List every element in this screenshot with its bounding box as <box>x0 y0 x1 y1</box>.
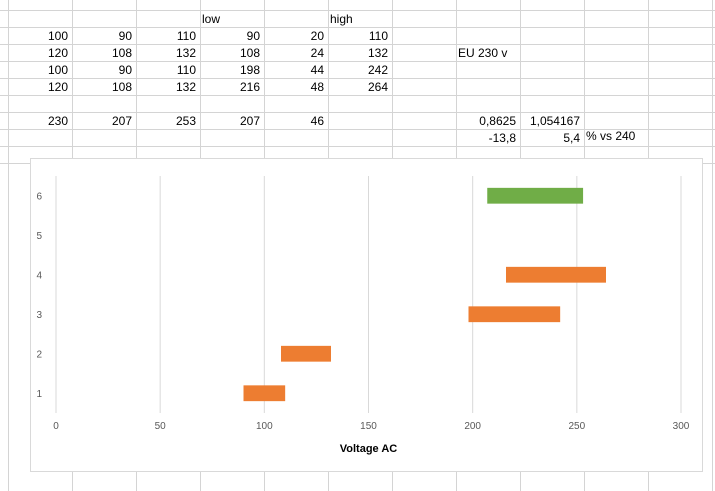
x-axis-title: Voltage AC <box>340 443 398 455</box>
y-tick-label: 5 <box>36 231 42 242</box>
data-cell: 110 <box>176 29 196 43</box>
x-tick-label: 250 <box>568 421 585 432</box>
data-cell: 24 <box>310 46 324 60</box>
x-tick-label: 50 <box>155 421 167 432</box>
data-cell: 108 <box>111 80 132 94</box>
y-tick-label: 1 <box>36 389 42 400</box>
data-cell: 5,4 <box>563 131 580 145</box>
x-tick-label: 200 <box>464 421 481 432</box>
data-cell: 120 <box>47 46 68 60</box>
data-cell: 44 <box>310 63 324 77</box>
data-cell: 264 <box>367 80 388 94</box>
data-cell: 207 <box>239 114 260 128</box>
bar-3 <box>468 306 561 323</box>
x-tick-label: 150 <box>360 421 377 432</box>
data-cell: EU 230 v <box>458 46 508 60</box>
data-cell: 132 <box>367 46 388 60</box>
bar-2 <box>281 345 331 362</box>
bar-chart: 0 50 100 150 200 250 300 1 2 3 4 5 6 Voltage AC <box>36 176 690 455</box>
data-cell: 100 <box>47 29 68 43</box>
data-cell: 120 <box>47 80 68 94</box>
data-cell: 110 <box>176 63 196 77</box>
bar-6 <box>487 187 584 204</box>
y-tick-label: 4 <box>36 270 42 281</box>
x-tick-label: 300 <box>673 421 690 432</box>
data-cell: 90 <box>118 63 132 77</box>
data-cell: 48 <box>310 80 324 94</box>
x-tick-label: 100 <box>256 421 273 432</box>
x-tick-label: 0 <box>53 421 59 432</box>
data-cell: 46 <box>310 114 324 128</box>
y-tick-label: 6 <box>36 191 42 202</box>
data-cell: 108 <box>239 46 260 60</box>
header-cell: high <box>330 12 353 26</box>
data-cell: 230 <box>47 114 68 128</box>
percent-note: % vs 240 <box>586 129 636 143</box>
data-cell: 108 <box>111 46 132 60</box>
header-cell: low <box>202 12 221 26</box>
data-cell: 90 <box>118 29 132 43</box>
data-cell: 253 <box>175 114 196 128</box>
data-cell: 20 <box>310 29 324 43</box>
data-cell: 0,8625 <box>479 114 516 128</box>
data-cell: 207 <box>111 114 132 128</box>
data-cell: 90 <box>246 29 260 43</box>
data-cell: 100 <box>47 63 68 77</box>
data-cell: 110 <box>368 29 388 43</box>
data-cell: 242 <box>367 63 388 77</box>
data-cell: 132 <box>175 80 196 94</box>
data-cell: 132 <box>175 46 196 60</box>
bar-1 <box>243 385 286 402</box>
data-cell: 216 <box>239 80 260 94</box>
data-cell: -13,8 <box>488 131 516 145</box>
data-cell: 1,054167 <box>529 114 580 128</box>
y-tick-label: 3 <box>36 310 42 321</box>
data-cell: 198 <box>239 63 260 77</box>
y-tick-label: 2 <box>36 349 42 360</box>
bar-4 <box>506 266 606 283</box>
chart-area[interactable]: 0 50 100 150 200 250 300 1 2 3 4 5 6 Voltage AC <box>30 158 703 472</box>
